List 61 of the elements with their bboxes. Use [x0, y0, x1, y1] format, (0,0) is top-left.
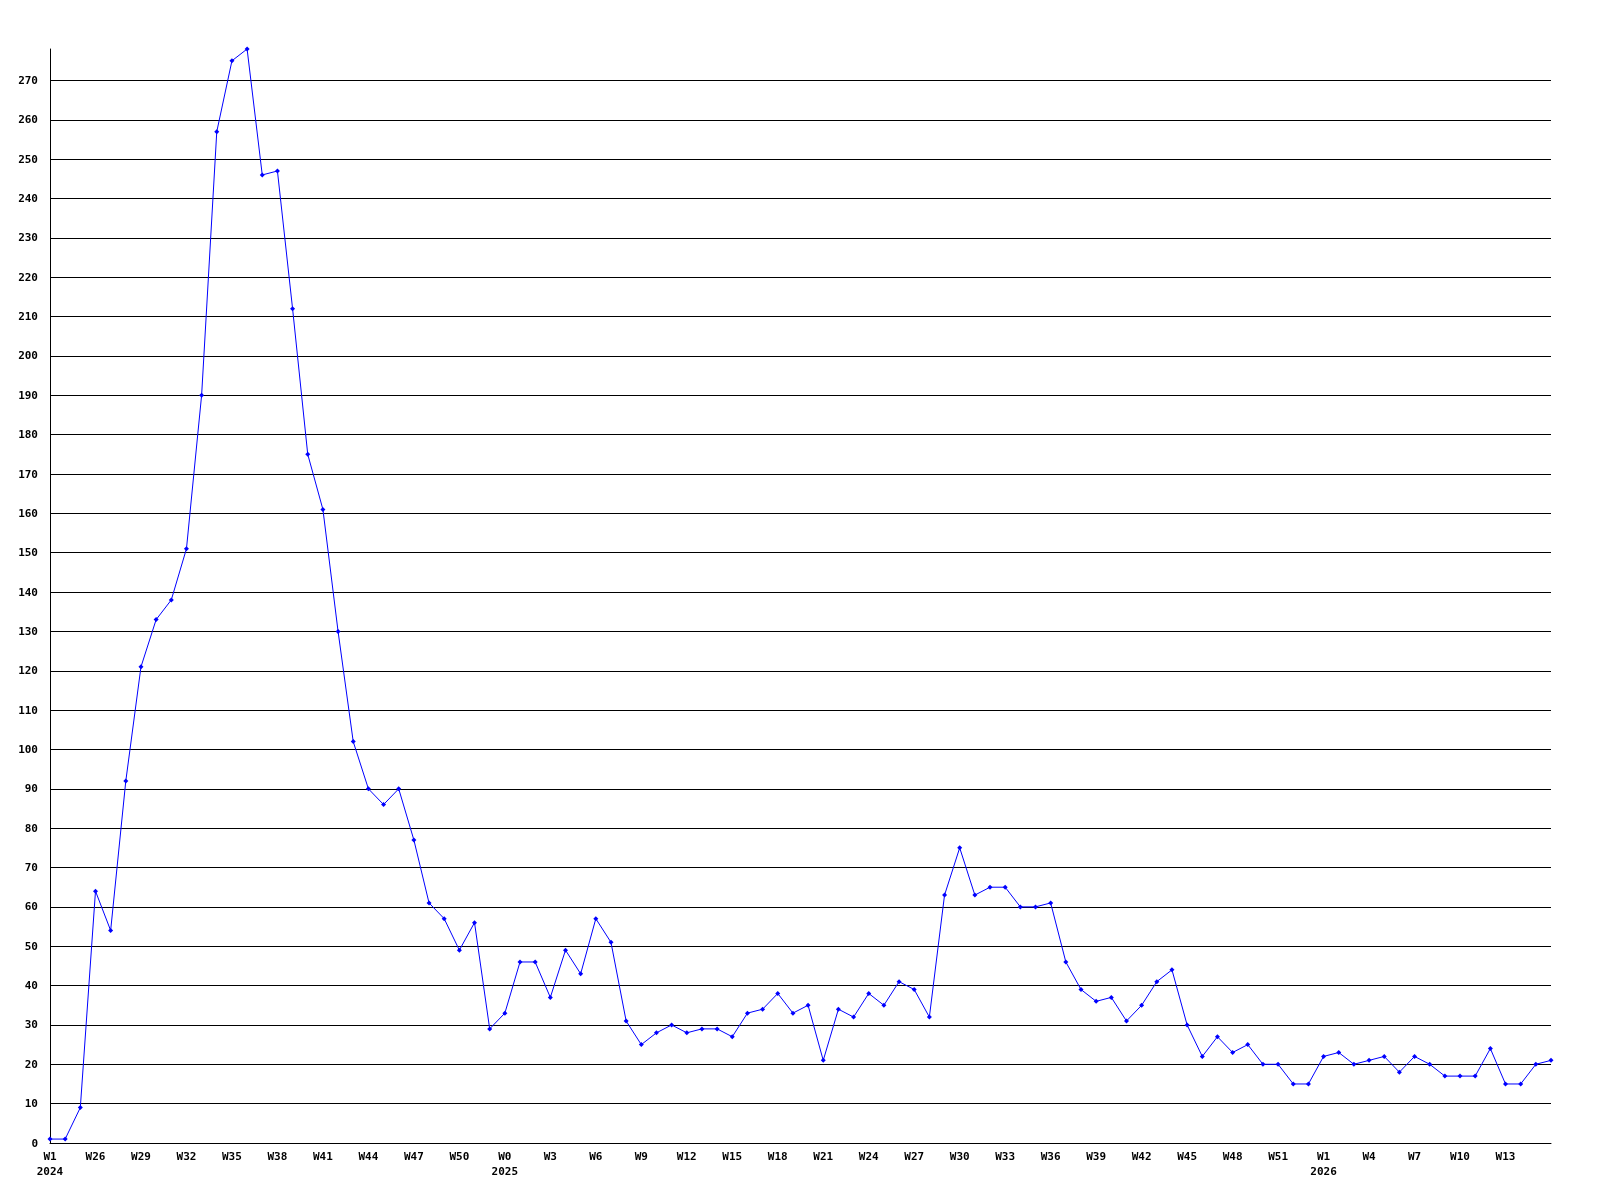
y-tick-label: 0 [31, 1136, 38, 1150]
y-tick-label: 230 [18, 231, 38, 245]
x-tick-label: W51 [1268, 1150, 1289, 1163]
y-tick-label: 50 [24, 939, 38, 953]
y-tick-label: 10 [24, 1097, 38, 1111]
y-tick-label: 180 [18, 428, 38, 442]
x-tick-label: W38 [267, 1150, 288, 1163]
x-tick-label: W1 2024 [36, 1150, 64, 1178]
x-tick-label: W45 [1177, 1150, 1198, 1163]
x-tick-label: W30 [949, 1150, 970, 1163]
x-tick-label: W6 [589, 1150, 603, 1163]
y-tick-label: 200 [18, 349, 38, 363]
x-tick-label: W4 [1362, 1150, 1377, 1163]
y-tick-label: 140 [18, 585, 38, 599]
y-tick-label: 160 [18, 506, 38, 520]
x-tick-label: W1 2026 [1310, 1150, 1338, 1178]
x-tick-label: W29 [131, 1150, 151, 1163]
y-tick-label: 110 [18, 703, 38, 717]
y-tick-label: 20 [24, 1057, 38, 1071]
y-tick-label: 60 [24, 900, 38, 914]
y-tick-label: 130 [18, 624, 38, 638]
y-tick-label: 210 [18, 310, 38, 324]
x-tick-label: W39 [1086, 1150, 1107, 1163]
y-tick-label: 40 [24, 979, 38, 993]
x-tick-label: W41 [312, 1150, 334, 1163]
x-tick-label: W18 [767, 1150, 788, 1163]
x-tick-label: W0 2025 [491, 1150, 519, 1178]
x-tick-label: W24 [858, 1150, 880, 1163]
x-tick-label: W35 [222, 1150, 242, 1163]
x-tick-label: W32 [176, 1150, 197, 1163]
x-tick-label: W27 [904, 1150, 925, 1163]
y-tick-label: 90 [24, 782, 38, 796]
x-tick-label: W47 [403, 1150, 424, 1163]
x-tick-label: W13 [1495, 1150, 1516, 1163]
y-tick-label: 170 [18, 467, 38, 481]
x-tick-label: W44 [358, 1150, 379, 1163]
x-tick-label: W15 [722, 1150, 743, 1163]
x-tick-label: W48 [1222, 1150, 1243, 1163]
x-tick-label: W26 [85, 1150, 106, 1163]
y-tick-label: 240 [18, 192, 38, 206]
x-tick-label: W9 [634, 1150, 648, 1163]
y-tick-label: 70 [24, 861, 38, 875]
y-tick-label: 120 [18, 664, 38, 678]
y-tick-label: 30 [24, 1018, 38, 1032]
x-tick-label: W12 [676, 1150, 697, 1163]
x-tick-label: W21 [813, 1150, 834, 1163]
y-tick-label: 220 [18, 270, 38, 284]
x-tick-label: W42 [1131, 1150, 1152, 1163]
y-tick-label: 190 [18, 388, 38, 402]
y-tick-label: 150 [18, 546, 38, 560]
y-tick-label: 250 [18, 152, 38, 166]
y-tick-label: 270 [18, 73, 38, 87]
x-tick-label: W33 [995, 1150, 1016, 1163]
x-tick-label: W3 [543, 1150, 557, 1163]
x-tick-label: W36 [1040, 1150, 1061, 1163]
y-tick-label: 80 [24, 821, 38, 835]
x-tick-label: W7 [1407, 1150, 1422, 1163]
y-tick-label: 100 [18, 742, 38, 756]
y-tick-label: 260 [18, 113, 38, 127]
x-tick-label: W50 [449, 1150, 470, 1163]
x-tick-label: W10 [1450, 1150, 1470, 1163]
